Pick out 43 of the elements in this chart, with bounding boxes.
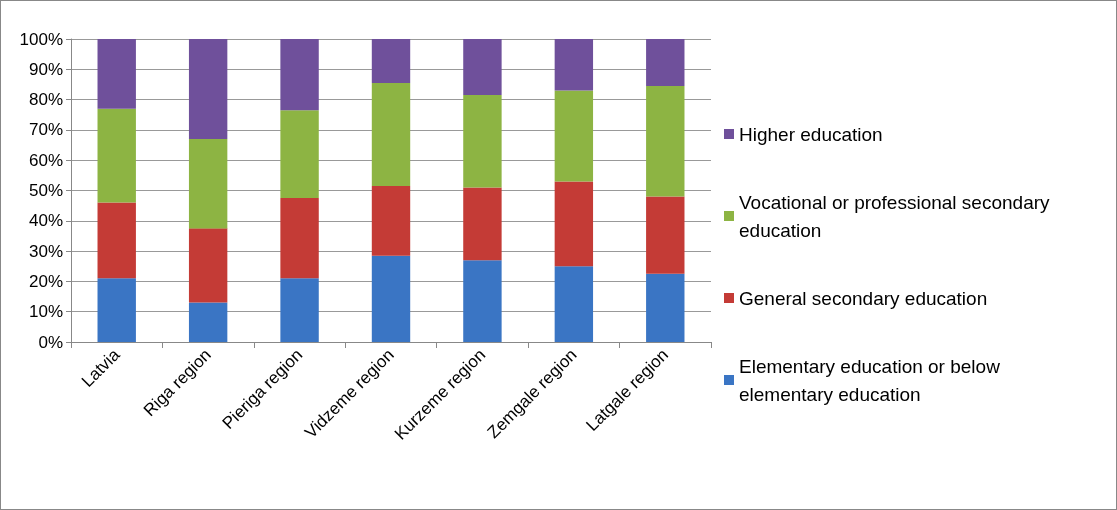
bar [463, 39, 502, 96]
bar [554, 266, 594, 342]
bar [188, 302, 228, 342]
legend-label: Vocational or professional secondary education [739, 191, 1055, 241]
y-tick-label: 60% [28, 150, 63, 170]
y-tick-label: 40% [28, 211, 63, 231]
bar [280, 110, 319, 199]
bar [188, 39, 228, 139]
bar [463, 187, 502, 261]
bar [371, 82, 411, 186]
y-tick-label: 20% [28, 271, 63, 291]
bar [646, 273, 685, 342]
bar [97, 278, 136, 342]
y-tick-label: 10% [28, 302, 63, 322]
bar [646, 39, 685, 86]
y-tick-label: 0% [38, 332, 63, 352]
y-tick-label: 50% [28, 181, 63, 200]
legend-label: Higher education [739, 123, 883, 145]
bar [554, 90, 594, 182]
bar [554, 39, 594, 91]
bar [371, 185, 411, 256]
legend-label: General secondary education [739, 287, 988, 309]
bar [188, 228, 228, 303]
y-tick-label: 90% [28, 59, 63, 79]
bar [554, 181, 594, 267]
bar [371, 39, 411, 83]
bar [280, 278, 319, 342]
bar [371, 255, 411, 342]
bar [97, 202, 136, 279]
legend-label: Elementary education or below elementary education [739, 355, 1006, 405]
y-tick-label: 70% [28, 120, 63, 140]
y-tick-label: 80% [28, 90, 63, 110]
bar [97, 108, 136, 203]
bar [280, 39, 319, 111]
bar [646, 85, 685, 197]
y-tick-label: 30% [28, 241, 63, 261]
bar [97, 39, 136, 109]
y-tick-label: 100% [19, 29, 63, 49]
bar [646, 196, 685, 274]
bar [188, 138, 228, 229]
bar [463, 260, 502, 342]
bar [463, 95, 502, 188]
bar [280, 198, 319, 279]
